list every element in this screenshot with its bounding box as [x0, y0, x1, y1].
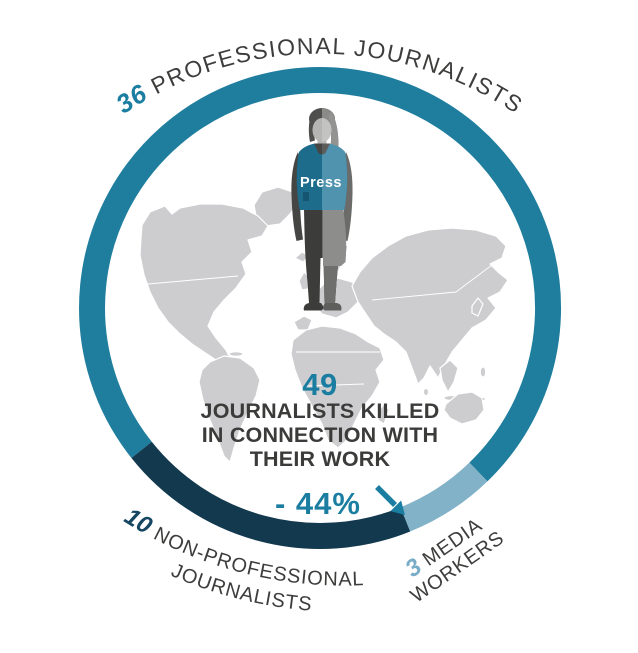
- press-vest-light: [322, 143, 348, 210]
- donut-segment-non-professional-journalists: [131, 441, 411, 549]
- foot-right-light: [323, 303, 342, 311]
- total-count: 49: [302, 367, 337, 402]
- press-vest-label: Press: [300, 175, 342, 191]
- donut-segment-media-workers: [400, 462, 488, 532]
- center-title-line2: IN CONNECTION WITH: [202, 423, 439, 447]
- figure-light-side: [322, 108, 348, 311]
- region-se-asia: [439, 359, 459, 393]
- center-title-line1: JOURNALISTS KILLED: [201, 399, 440, 423]
- donut-ring: [79, 66, 561, 549]
- face-light: [322, 118, 332, 142]
- islands-caribbean: [228, 351, 244, 357]
- continent-south-america: [198, 355, 261, 463]
- border-line-africa: [296, 351, 380, 387]
- border-line: [147, 275, 239, 285]
- island-philippines: [479, 366, 487, 378]
- region-iberia: [293, 315, 313, 331]
- center-title-line3: THEIR WORK: [250, 447, 391, 471]
- island-japan: [471, 297, 484, 317]
- journalist-figure: Press: [291, 108, 353, 311]
- skirt: [323, 209, 347, 266]
- count-non-professional: 10: [120, 503, 157, 540]
- continent-australia: [443, 391, 485, 425]
- center-text-block: 49 JOURNALISTS KILLED IN CONNECTION WITH…: [201, 367, 440, 521]
- continent-africa: [290, 325, 385, 449]
- world-map: [139, 186, 511, 463]
- continent-asia: [351, 227, 509, 385]
- island-madagascar: [377, 403, 390, 425]
- change-percentage: - 44%: [275, 486, 361, 521]
- vest-neckline-light: [322, 143, 330, 155]
- foot-left: [303, 303, 324, 311]
- border-line-asia: [371, 261, 497, 301]
- vest-pocket-left: [303, 192, 309, 201]
- arm-left: [291, 152, 303, 241]
- decrease-arrow-icon: [375, 485, 405, 515]
- island-sri-lanka: [422, 387, 430, 397]
- count-professional: 36: [110, 78, 152, 120]
- continent-north-america: [139, 203, 269, 369]
- donut-segment-professional-journalists: [79, 66, 561, 482]
